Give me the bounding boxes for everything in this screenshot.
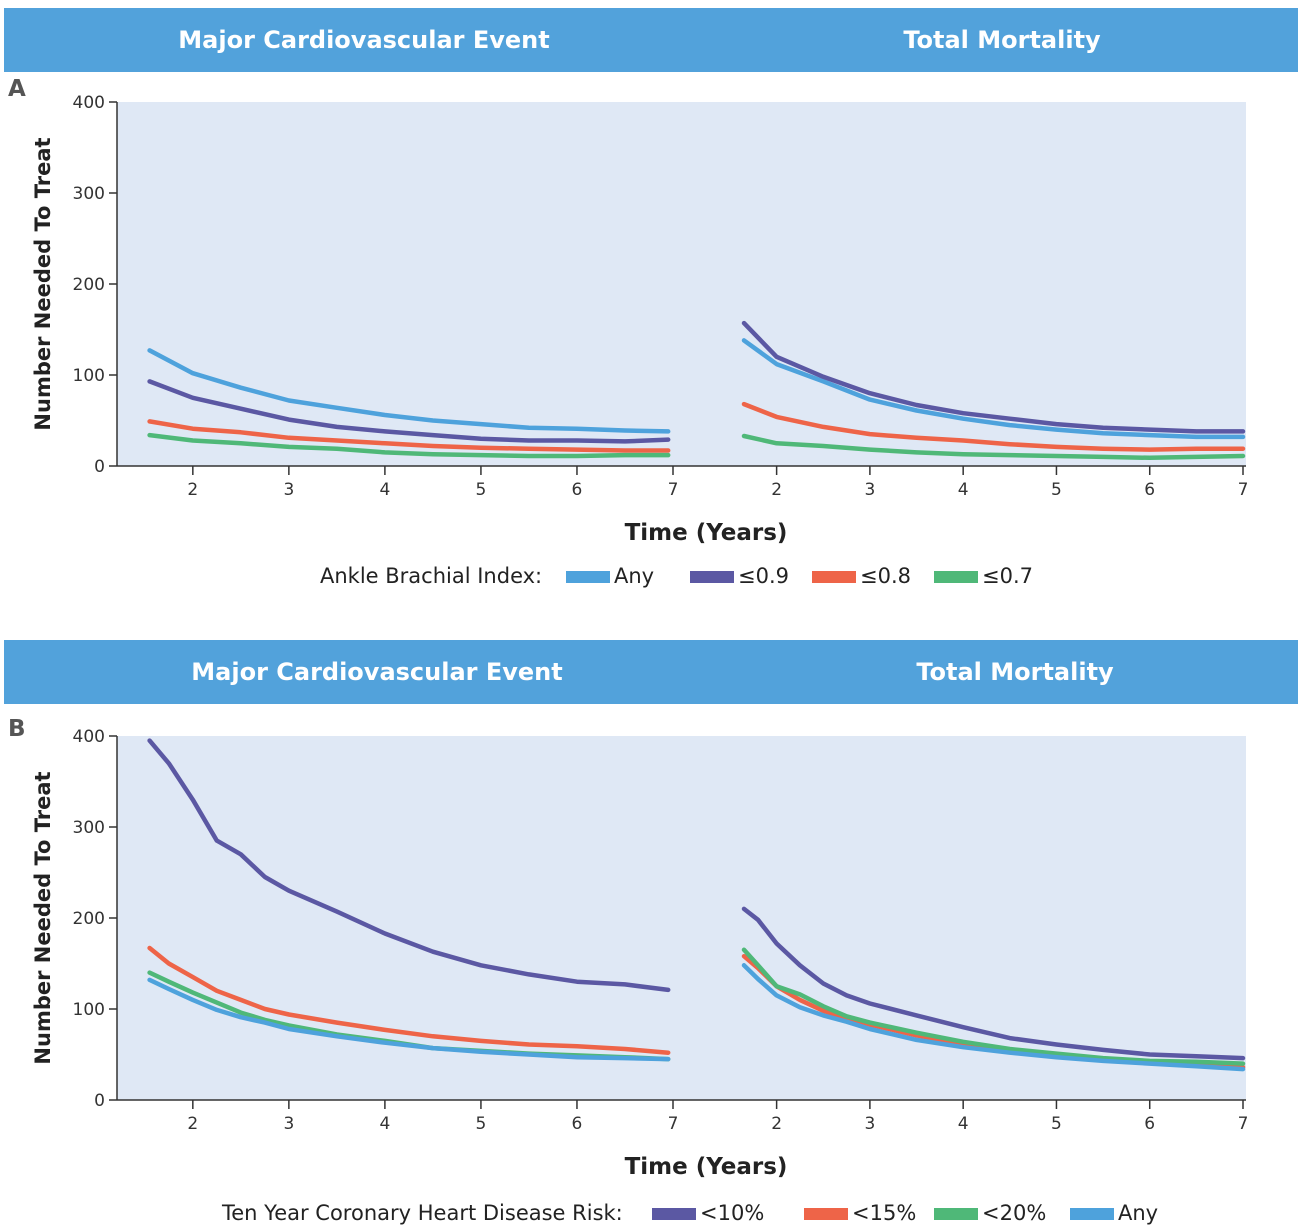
- series-line-b-1: [741, 906, 1246, 1061]
- x-tick-label-a: 7: [668, 480, 679, 500]
- x-tick-label-a: 2: [771, 480, 782, 500]
- x-tick-label-b: 7: [1238, 1114, 1249, 1134]
- y-tick-label-b: 400: [73, 727, 105, 747]
- plot-area-a: [117, 102, 1246, 466]
- legend-a-item-08: ≤0.8: [812, 564, 911, 588]
- x-tick-label-b: 3: [283, 1114, 294, 1134]
- x-tick-label-b: 3: [864, 1114, 875, 1134]
- x-axis-label-a: Time (Years): [625, 520, 788, 546]
- series-line-a-1: [741, 320, 1246, 434]
- x-tick-label-a: 6: [572, 480, 583, 500]
- series-line-b-0: [147, 945, 671, 1055]
- y-tick-label-a: 100: [73, 366, 105, 386]
- x-tick-label-b: 5: [1051, 1114, 1062, 1134]
- legend-b-item-20: <20%: [934, 1201, 1046, 1225]
- series-line-a-0: [147, 419, 671, 453]
- y-tick-label-b: 100: [73, 1000, 105, 1020]
- panel-b-header: Major Cardiovascular Event Total Mortali…: [4, 640, 1298, 704]
- x-tick-label-b: 2: [187, 1114, 198, 1134]
- x-tick-label-a: 3: [864, 480, 875, 500]
- y-tick-label-a: 200: [73, 275, 105, 295]
- y-tick-label-a: 400: [73, 93, 105, 113]
- x-tick-label-a: 4: [379, 480, 390, 500]
- legend-a-item-07: ≤0.7: [934, 564, 1033, 588]
- x-tick-label-b: 6: [1144, 1114, 1155, 1134]
- series-line-b-1: [741, 947, 1246, 1066]
- x-tick-label-b: 7: [668, 1114, 679, 1134]
- x-tick-label-b: 4: [958, 1114, 969, 1134]
- legend-b-item-10: <10%: [652, 1201, 764, 1225]
- series-line-a-0: [147, 379, 671, 444]
- legend-a-item-09: ≤0.9: [690, 564, 789, 588]
- x-tick-label-a: 2: [187, 480, 198, 500]
- x-axis-label-b: Time (Years): [625, 1154, 788, 1180]
- legend-a-item-any: Any: [566, 564, 654, 588]
- x-tick-label-b: 2: [771, 1114, 782, 1134]
- y-axis-label-a: Number Needed To Treat: [31, 137, 55, 430]
- panel-b-title-left: Major Cardiovascular Event: [191, 658, 563, 686]
- series-line-b-1: [741, 963, 1246, 1072]
- series-line-b-0: [147, 738, 671, 993]
- y-tick-label-a: 300: [73, 184, 105, 204]
- series-line-a-1: [741, 401, 1246, 452]
- panel-a-title-left: Major Cardiovascular Event: [178, 26, 550, 54]
- x-tick-label-a: 7: [1238, 480, 1249, 500]
- panel-a-chart: 0 100 200 300 400 Number Needed To Treat Time …: [31, 93, 1249, 546]
- series-line-a-0: [147, 432, 671, 459]
- panel-a-header: Major Cardiovascular Event Total Mortali…: [4, 8, 1298, 72]
- x-tick-label-b: 4: [379, 1114, 390, 1134]
- y-tick-label-b: 0: [94, 1091, 105, 1111]
- series-line-a-1: [741, 338, 1246, 440]
- panel-b-title-right: Total Mortality: [916, 658, 1114, 686]
- legend-b-title: Ten Year Coronary Heart Disease Risk:: [222, 1201, 623, 1225]
- x-tick-label-b: 6: [572, 1114, 583, 1134]
- plot-area-b: [117, 736, 1246, 1100]
- legend-b-item-any: Any: [1070, 1201, 1158, 1225]
- legend-a-title: Ankle Brachial Index:: [320, 564, 543, 588]
- x-tick-label-a: 3: [283, 480, 294, 500]
- panel-b-chart: 0 100 200 300 400 Number Needed To Treat Time …: [31, 727, 1249, 1180]
- x-tick-label-a: 6: [1144, 480, 1155, 500]
- series-line-a-0: [147, 348, 671, 434]
- series-line-a-1: [741, 433, 1246, 461]
- y-tick-label-a: 0: [94, 457, 105, 477]
- x-tick-label-a: 5: [476, 480, 487, 500]
- x-tick-label-b: 5: [476, 1114, 487, 1134]
- x-tick-label-a: 4: [958, 480, 969, 500]
- panel-b-letter: B: [8, 716, 26, 742]
- panel-a-letter: A: [8, 76, 26, 102]
- panel-a-title-right: Total Mortality: [903, 26, 1101, 54]
- y-axis-label-b: Number Needed To Treat: [31, 771, 55, 1064]
- legend-b-item-15: <15%: [804, 1201, 916, 1225]
- y-tick-label-b: 200: [73, 909, 105, 929]
- y-tick-label-b: 300: [73, 818, 105, 838]
- series-line-b-0: [147, 977, 671, 1062]
- x-tick-label-a: 5: [1051, 480, 1062, 500]
